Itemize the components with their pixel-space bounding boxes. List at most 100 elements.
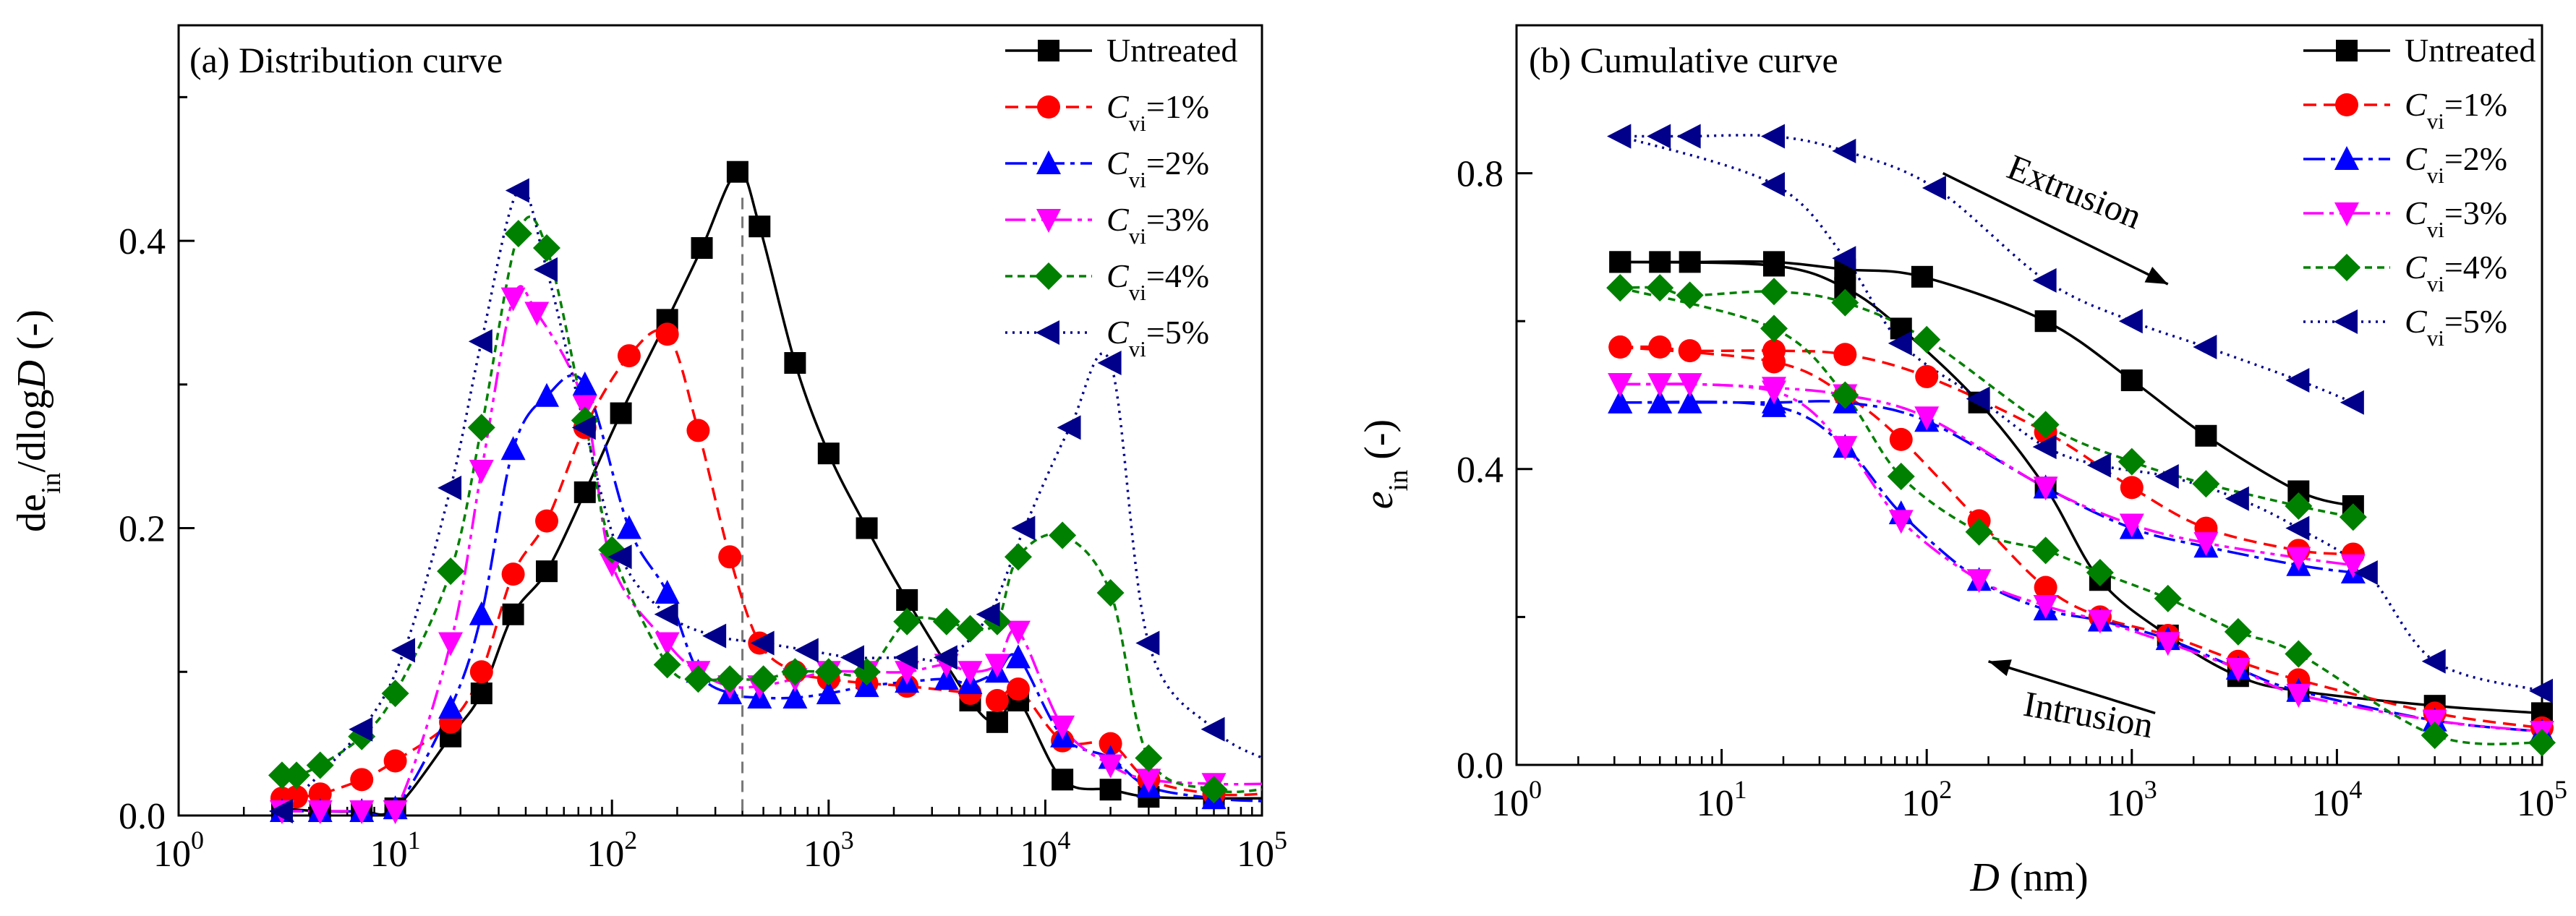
data-point-Cvi=4% (2031, 536, 2060, 565)
data-point-Cvi=1% (1678, 339, 1702, 363)
data-point-Cvi=2% (1677, 389, 1702, 414)
legend-marker-Cvi=5% (1036, 320, 1059, 345)
legend-marker-Cvi=4% (1035, 262, 1062, 290)
data-point-Cvi=1% (985, 689, 1009, 713)
data-point-Cvi=1% (308, 782, 332, 806)
x-tick-label: 105 (1237, 826, 1287, 875)
data-point-Cvi=4% (381, 680, 409, 708)
legend-marker-Untreated (1038, 40, 1059, 61)
data-point-Cvi=4% (956, 615, 984, 643)
data-point-Cvi=3% (524, 301, 550, 326)
x-tick-label: 104 (2311, 775, 2362, 824)
data-point-Cvi=4% (1606, 274, 1634, 302)
data-point-Cvi=2% (1761, 393, 1786, 417)
legend-label-Cvi=3%: Cvi​=3% (2405, 194, 2507, 242)
data-point-Cvi=5% (1057, 415, 1081, 440)
data-point-Cvi=5% (2285, 368, 2310, 393)
y-tick-label: 0.2 (119, 509, 166, 550)
data-point-Cvi=4% (437, 557, 465, 586)
data-point-Cvi=3% (1888, 510, 1914, 534)
data-point-Cvi=5% (2421, 649, 2446, 674)
series-line-Cvi=3%-extrusion (1620, 382, 2354, 567)
x-axis: 100 101 102 103 104 105 (1491, 749, 2567, 824)
data-point-Cvi=4% (467, 414, 495, 442)
data-point-Cvi=3% (2225, 658, 2251, 682)
data-point-Cvi=3% (438, 632, 464, 656)
series-line-Cvi=2%-curve (281, 374, 1262, 816)
data-point-Untreated (610, 402, 632, 424)
series-line-Cvi=1%-intrusion (1620, 346, 2542, 729)
data-point-Cvi=2% (500, 436, 526, 461)
data-point-Cvi=5% (2529, 678, 2553, 703)
y-axis: 0.0 0.4 0.8 (1457, 24, 1532, 787)
data-point-Cvi=5% (702, 623, 727, 649)
panel-title: (a) Distribution curve (189, 40, 503, 80)
data-point-Cvi=4% (932, 607, 960, 635)
data-point-Cvi=4% (814, 658, 843, 686)
y-tick-label: 0.4 (119, 221, 166, 262)
data-point-Cvi=5% (2118, 309, 2143, 334)
data-point-Untreated (2034, 310, 2057, 333)
data-point-Untreated (573, 481, 596, 503)
data-point-Cvi=3% (2286, 683, 2311, 708)
x-tick-label: 100 (153, 826, 204, 875)
panel-a-distribution-curve: 100 101 102 103 104 105 0.0 0.2 0.4 dein​/dlogD (… (9, 24, 1287, 875)
x-tick-label: 103 (2107, 775, 2157, 824)
data-point-Cvi=5% (1832, 246, 1856, 271)
data-point-Cvi=5% (349, 716, 373, 742)
y-tick-label: 0.0 (119, 796, 166, 837)
legend-marker-Untreated (2336, 40, 2358, 61)
marker-group (1606, 124, 2556, 757)
intrusion-arrow (1988, 660, 2156, 715)
legend-marker-Cvi=1% (2335, 93, 2358, 116)
series-line-Cvi=4%-intrusion (1619, 286, 2542, 745)
data-point-Cvi=5% (1760, 171, 1785, 197)
data-point-Untreated (726, 160, 749, 183)
x-axis: 100 101 102 103 104 105 (153, 800, 1287, 875)
data-point-Cvi=3% (307, 800, 333, 825)
data-point-Cvi=1% (1608, 335, 1632, 359)
data-point-Cvi=5% (2340, 390, 2364, 415)
legend-label-Cvi=2%: Cvi​=2% (1106, 145, 1209, 192)
legend-label-Untreated: Untreated (2405, 32, 2536, 69)
data-point-Cvi=5% (2193, 335, 2217, 360)
data-point-Cvi=5% (268, 799, 293, 824)
data-point-Cvi=3% (500, 287, 526, 312)
data-point-Cvi=3% (1966, 569, 1992, 594)
data-point-Cvi=5% (794, 638, 819, 663)
data-point-Cvi=3% (1136, 769, 1161, 793)
data-point-Cvi=5% (534, 257, 558, 282)
data-point-Cvi=1% (686, 419, 710, 442)
data-point-Cvi=2% (782, 685, 808, 709)
legend-label-Untreated: Untreated (1106, 32, 1237, 69)
panel-b-cumulative-curve: 100 101 102 103 104 105 0.0 0.4 0.8 ein​ (-) D (nm… (1357, 24, 2567, 900)
data-point-Cvi=5% (2032, 267, 2057, 293)
data-point-Cvi=3% (2286, 547, 2311, 571)
data-point-Cvi=4% (1831, 381, 1859, 409)
data-point-Cvi=5% (1647, 124, 1671, 149)
data-point-Cvi=5% (1200, 716, 1225, 742)
data-point-Cvi=5% (2353, 560, 2378, 586)
data-point-Cvi=5% (571, 415, 596, 440)
data-point-Cvi=5% (468, 329, 492, 354)
plot-frame (1515, 24, 2543, 766)
data-point-Cvi=5% (2032, 435, 2057, 460)
data-point-Untreated (470, 682, 492, 705)
data-point-Cvi=5% (1922, 176, 1946, 201)
data-point-Cvi=3% (1050, 715, 1075, 740)
data-point-Cvi=1% (1833, 343, 1857, 367)
data-point-Untreated (817, 442, 840, 465)
data-point-Cvi=4% (2154, 584, 2182, 612)
data-point-Cvi=3% (1833, 436, 1858, 461)
x-tick-label: 101 (1697, 775, 1747, 824)
series-line-Untreated-curve (281, 170, 1262, 816)
data-point-Cvi=3% (2155, 632, 2180, 656)
data-point-Cvi=3% (1647, 373, 1673, 398)
data-point-Cvi=4% (1831, 288, 1859, 317)
legend-label-Cvi=2%: Cvi​=2% (2405, 140, 2507, 188)
data-point-Cvi=4% (504, 220, 532, 248)
data-point-Untreated (502, 603, 524, 625)
data-point-Cvi=2% (1005, 644, 1031, 669)
data-point-Cvi=1% (718, 545, 742, 569)
data-point-Cvi=5% (894, 645, 918, 670)
